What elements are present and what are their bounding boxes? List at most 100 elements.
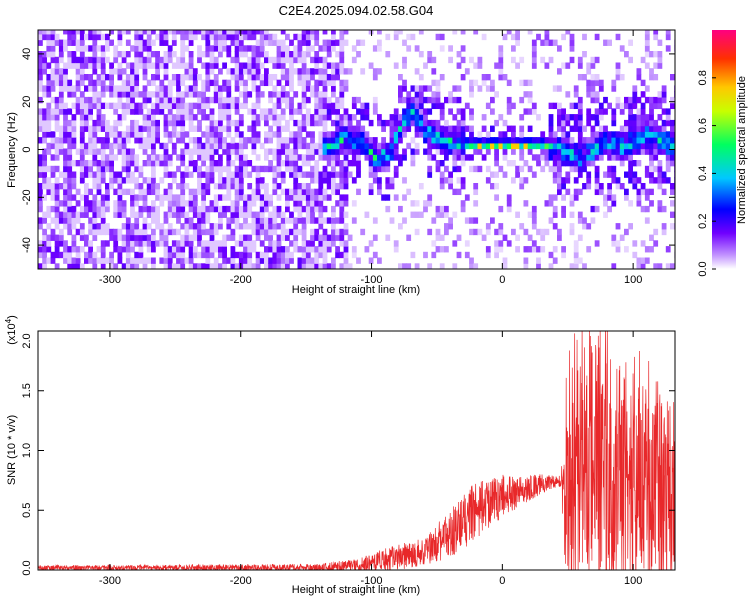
spectrogram-cell	[485, 251, 491, 259]
spectrogram-cell	[331, 211, 336, 218]
spectrogram-cell	[243, 85, 248, 92]
spectrogram-cell	[146, 240, 152, 247]
spectrogram-cell	[234, 217, 240, 224]
spectrogram-cell	[343, 114, 349, 121]
spectrogram-cell	[117, 102, 123, 110]
spectrogram-cell	[301, 39, 307, 46]
spectrogram-cell	[644, 165, 650, 173]
spectrogram-cell	[84, 108, 89, 115]
spectrogram-cell	[201, 205, 206, 213]
spectrogram-cell	[121, 211, 127, 218]
spectrogram-cell	[54, 142, 60, 150]
spectrogram-cell	[331, 137, 336, 144]
spectrogram-cell	[402, 177, 407, 184]
spectrogram-cell	[268, 148, 273, 155]
spectrogram-cell	[230, 246, 236, 253]
spectrogram-cell	[46, 240, 52, 247]
spectrogram-cell	[109, 62, 114, 69]
spectrogram-cell	[50, 183, 56, 190]
spectrogram-cell	[640, 183, 646, 190]
spectrogram-cell	[590, 62, 596, 69]
spectrogram-cell	[197, 45, 202, 52]
spectrogram-cell	[577, 96, 583, 104]
spectrogram-cell	[205, 142, 211, 150]
spectrogram-cell	[326, 217, 332, 224]
spectrogram-cell	[100, 68, 106, 75]
spectrogram-cell	[276, 56, 282, 64]
spectrogram-cell	[456, 85, 462, 92]
spectrogram-cell	[494, 142, 499, 150]
spectrogram-cell	[180, 131, 186, 138]
spectrogram-cell	[377, 68, 382, 75]
spectrogram-cell	[439, 246, 445, 253]
spectrogram-cell	[544, 148, 550, 155]
spectrogram-cell	[138, 102, 144, 110]
spectrogram-cell	[385, 234, 391, 241]
spectrogram-cell	[264, 183, 269, 190]
spectrogram-cell	[121, 246, 127, 253]
spectrogram-cell	[448, 142, 453, 150]
spectrogram-cell	[171, 177, 177, 184]
spectrogram-cell	[632, 148, 638, 155]
spectrogram-cell	[42, 171, 47, 178]
spectrogram-cell	[188, 246, 194, 253]
spectrogram-cell	[531, 142, 537, 150]
spectrogram-cell	[96, 246, 102, 253]
spectrogram-cell	[301, 171, 307, 178]
spectrogram-cell	[398, 119, 403, 127]
spectrogram-cell	[184, 33, 190, 41]
spectrogram-cell	[63, 217, 68, 224]
spectrogram-cell	[46, 246, 52, 253]
spectrogram-cell	[46, 102, 52, 110]
spectrogram-cell	[71, 234, 77, 241]
spectrogram-cell	[640, 125, 646, 132]
spectrogram-cell	[322, 68, 328, 75]
spectrogram-cell	[502, 148, 508, 155]
spectrogram-cell	[347, 119, 353, 127]
spectrogram-cell	[192, 33, 198, 41]
spectrogram-cell	[201, 251, 206, 259]
spectrogram-cell	[343, 263, 349, 269]
spectrogram-cell	[142, 263, 148, 269]
spectrogram-cell	[209, 228, 215, 236]
spectrogram-cell	[557, 165, 562, 173]
spectrogram-cell	[653, 33, 659, 41]
spectrogram-cell	[444, 125, 449, 132]
spectrogram-cell	[247, 205, 253, 213]
colorbar-tick-label: 0.8	[697, 70, 709, 85]
spectrogram-cell	[351, 114, 357, 121]
spectrogram-cell	[142, 30, 148, 35]
spectrogram-cell	[213, 240, 219, 247]
spectrogram-cell	[485, 223, 491, 230]
spectrogram-cell	[121, 165, 127, 173]
spectrogram-cell	[134, 68, 140, 75]
spectrogram-cell	[67, 177, 73, 184]
spectrogram-cell	[490, 79, 495, 87]
spectrogram-cell	[188, 234, 194, 241]
spectrogram-cell	[310, 137, 315, 144]
spectrogram-cell	[63, 183, 68, 190]
spectrogram-cell	[331, 142, 336, 150]
spectrogram-cell	[276, 137, 282, 144]
spectrogram-cell	[218, 108, 223, 115]
spectrogram-cell	[339, 68, 345, 75]
spectrogram-cell	[649, 108, 654, 115]
spectrogram-cell	[343, 79, 349, 87]
spectrogram-cell	[280, 74, 286, 81]
spectrogram-cell	[393, 119, 399, 127]
spectrogram-cell	[109, 125, 114, 132]
spectrogram-cell	[531, 39, 537, 46]
spectrogram-cell	[494, 137, 499, 144]
spectrogram-cell	[335, 200, 340, 207]
spectrogram-cell	[552, 257, 558, 264]
spectrogram-cell	[105, 257, 110, 264]
spectrogram-cell	[142, 194, 148, 201]
spectrogram-cell	[155, 33, 160, 41]
spectrogram-cell	[180, 223, 186, 230]
spectrogram-cell	[134, 194, 140, 201]
spectrogram-cell	[50, 51, 56, 58]
spectrogram-cell	[84, 234, 89, 241]
spectrogram-cell	[276, 171, 282, 178]
spectrogram-cell	[54, 177, 60, 184]
spectrogram-cell	[117, 119, 123, 127]
